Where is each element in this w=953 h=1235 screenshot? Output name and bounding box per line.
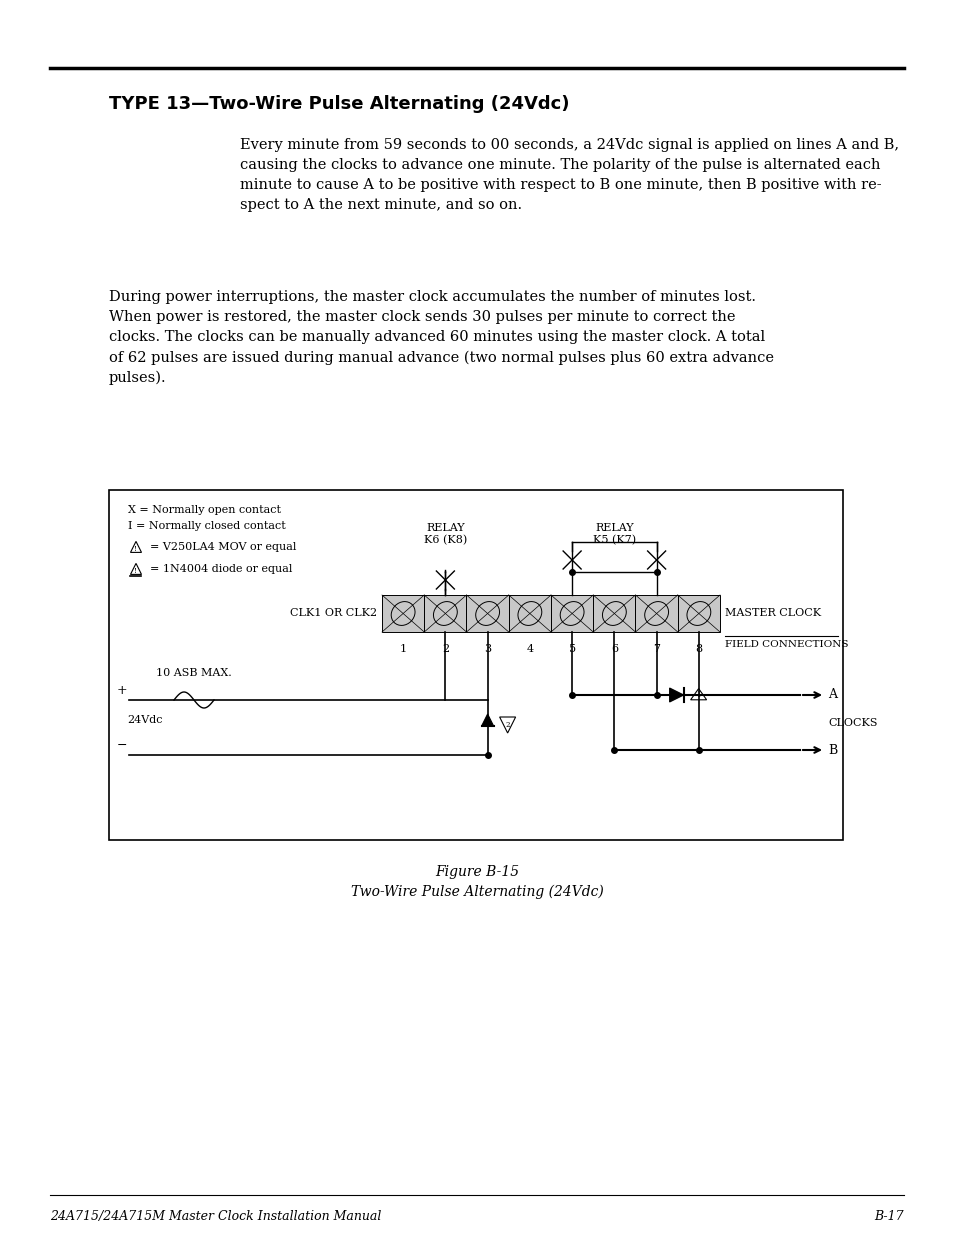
Text: 1: 1: [696, 692, 700, 699]
Text: X = Normally open contact: X = Normally open contact: [128, 505, 281, 515]
Text: 10 ASB MAX.: 10 ASB MAX.: [156, 668, 232, 678]
Text: CLOCKS: CLOCKS: [827, 718, 877, 727]
Text: 1: 1: [399, 643, 406, 655]
Text: RELAY: RELAY: [595, 522, 633, 534]
Text: 8: 8: [695, 643, 701, 655]
Text: CLK1 OR CLK2: CLK1 OR CLK2: [290, 609, 376, 619]
Text: During power interruptions, the master clock accumulates the number of minutes l: During power interruptions, the master c…: [109, 290, 773, 385]
Text: 5: 5: [568, 643, 575, 655]
Polygon shape: [481, 714, 493, 726]
Text: 2: 2: [505, 721, 509, 729]
Text: !: !: [134, 567, 137, 576]
Text: B: B: [827, 743, 837, 757]
Bar: [551, 595, 593, 632]
Text: I = Normally closed contact: I = Normally closed contact: [128, 521, 286, 531]
Text: = 1N4004 diode or equal: = 1N4004 diode or equal: [150, 564, 292, 574]
Text: 7: 7: [653, 643, 659, 655]
Text: Two-Wire Pulse Alternating (24Vdc): Two-Wire Pulse Alternating (24Vdc): [351, 885, 602, 899]
Text: 24A715/24A715M Master Clock Installation Manual: 24A715/24A715M Master Clock Installation…: [50, 1210, 381, 1223]
Text: 24Vdc: 24Vdc: [127, 715, 162, 725]
Polygon shape: [669, 688, 683, 701]
Bar: [508, 595, 551, 632]
Text: = V250LA4 MOV or equal: = V250LA4 MOV or equal: [150, 542, 296, 552]
Bar: [677, 595, 720, 632]
Text: +: +: [116, 684, 127, 697]
Text: 4: 4: [526, 643, 533, 655]
Text: Figure B-15: Figure B-15: [435, 864, 518, 879]
Text: Every minute from 59 seconds to 00 seconds, a 24Vdc signal is applied on lines A: Every minute from 59 seconds to 00 secon…: [240, 138, 898, 212]
Text: RELAY: RELAY: [426, 522, 464, 534]
Text: FIELD CONNECTIONS: FIELD CONNECTIONS: [724, 640, 847, 650]
Text: K5 (K7): K5 (K7): [592, 535, 636, 546]
Bar: [381, 595, 424, 632]
Text: 2: 2: [441, 643, 449, 655]
Text: −: −: [116, 739, 127, 752]
Bar: [593, 595, 635, 632]
Text: !: !: [134, 545, 137, 553]
Text: K6 (K8): K6 (K8): [423, 535, 467, 546]
Bar: [466, 595, 508, 632]
Bar: [635, 595, 677, 632]
Bar: [424, 595, 466, 632]
Text: TYPE 13—Two-Wire Pulse Alternating (24Vdc): TYPE 13—Two-Wire Pulse Alternating (24Vd…: [109, 95, 569, 112]
Text: B-17: B-17: [874, 1210, 903, 1223]
Text: A: A: [827, 688, 836, 701]
Text: 6: 6: [610, 643, 618, 655]
Text: 3: 3: [483, 643, 491, 655]
Bar: [109, 490, 842, 840]
Text: MASTER CLOCK: MASTER CLOCK: [724, 609, 821, 619]
